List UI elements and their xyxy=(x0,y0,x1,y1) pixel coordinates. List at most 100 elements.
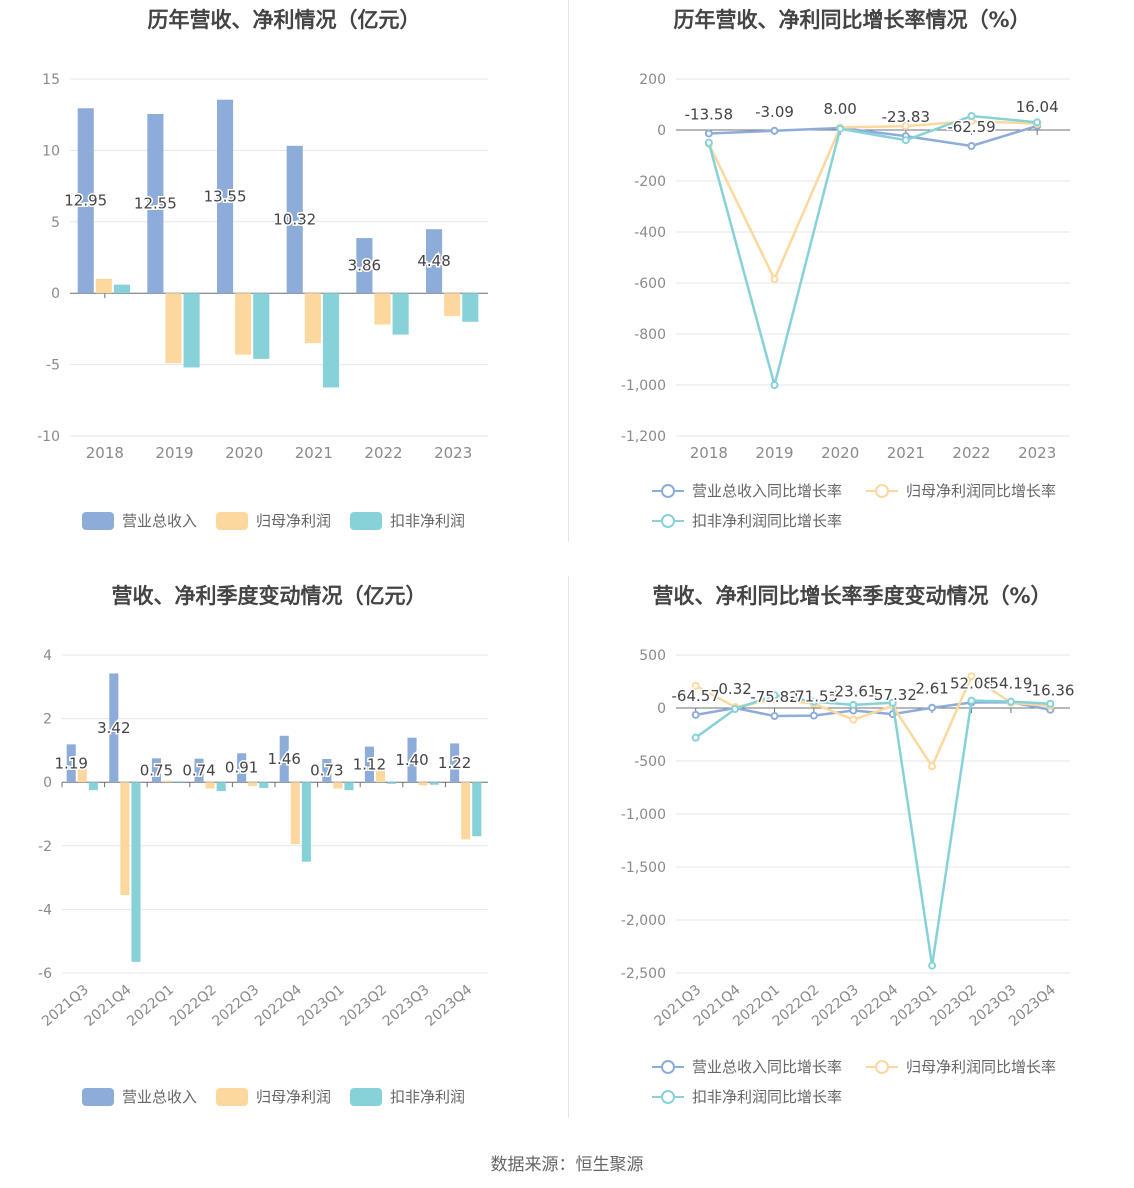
bar-net-profit xyxy=(165,293,182,364)
line-point xyxy=(770,712,779,721)
bar-net-profit xyxy=(333,782,343,789)
legend-label: 营业总收入同比增长率 xyxy=(692,1058,842,1076)
line-data-label: -23.83 xyxy=(882,108,930,126)
line-point xyxy=(888,698,897,707)
y-tick-label: -6 xyxy=(38,966,52,982)
x-tick-label: 2020 xyxy=(821,444,859,462)
x-tick-label: 2020 xyxy=(225,444,263,462)
y-tick-label: -600 xyxy=(634,276,666,292)
legend-label: 归母净利润同比增长率 xyxy=(906,482,1056,500)
quarterly-amount-chart: -6-4-20242021Q32021Q42022Q12022Q22022Q32… xyxy=(38,648,488,1106)
bar-deducted-profit xyxy=(392,293,409,335)
bar-deducted-profit xyxy=(253,293,270,359)
x-tick-label: 2023Q4 xyxy=(422,982,475,1030)
x-tick-label: 2023 xyxy=(434,444,472,462)
line-point xyxy=(770,126,779,135)
bar-data-label: 1.12 xyxy=(353,755,386,773)
y-tick-label: -1,000 xyxy=(621,807,666,823)
line-point xyxy=(967,111,976,120)
x-tick-label: 2019 xyxy=(755,444,793,462)
y-tick-label: -1,200 xyxy=(621,429,666,445)
annual-amount-chart: -10 -5 0 5 10 15 2018 2019 2020 2021 2022 2023 12.95… xyxy=(37,72,488,530)
line-series-deducted-profit-growth xyxy=(707,114,1038,390)
bar-data-label: 0.73 xyxy=(310,762,343,780)
bar-data-label: 1.19 xyxy=(55,754,88,772)
x-tick-label: 2022Q3 xyxy=(209,982,262,1030)
bar-revenue xyxy=(109,673,119,783)
bar-deducted-profit xyxy=(344,782,354,791)
legend-swatch xyxy=(216,1088,248,1106)
bar-revenue xyxy=(286,145,303,294)
x-tick-label: 2022Q2 xyxy=(167,982,220,1030)
bar-net-profit xyxy=(418,782,428,786)
bar-data-label: 0.74 xyxy=(182,761,215,779)
bar-data-label: 4.48 xyxy=(417,252,450,270)
legend-swatch xyxy=(216,512,248,530)
legend-label: 扣非净利润 xyxy=(390,512,465,530)
legend-item: 营业总收入 xyxy=(82,512,197,530)
bar-deducted-profit xyxy=(301,782,311,862)
bar-revenue xyxy=(425,229,443,294)
legend-label: 营业总收入 xyxy=(122,512,197,530)
y-tick-label: -200 xyxy=(634,174,666,190)
legend-item: 营业总收入同比增长率 xyxy=(652,482,842,500)
bar-deducted-profit xyxy=(387,782,397,784)
legend-item: 归母净利润 xyxy=(216,1088,331,1106)
bar-deducted-profit xyxy=(429,782,439,785)
y-tick-label: -800 xyxy=(634,327,666,343)
bar-revenue xyxy=(407,737,417,783)
x-tick-label: 2018 xyxy=(690,444,728,462)
y-tick-label: -500 xyxy=(634,754,666,770)
bar-deducted-profit xyxy=(322,293,340,388)
legend-label: 扣非净利润同比增长率 xyxy=(692,1088,842,1106)
x-tick-label: 2021Q4 xyxy=(82,982,135,1030)
bar-data-label: 1.22 xyxy=(438,754,471,772)
y-tick-label: 0 xyxy=(657,701,666,717)
bar-revenue xyxy=(66,744,76,783)
bar-revenue xyxy=(77,108,94,294)
bar-data-label: 3.42 xyxy=(97,719,130,737)
legend-item: 营业总收入同比增长率 xyxy=(652,1058,842,1076)
line-point xyxy=(691,733,700,742)
line-point xyxy=(770,381,779,389)
line-point xyxy=(1046,699,1055,708)
line-data-label: -3.09 xyxy=(755,103,794,121)
bar-net-profit xyxy=(304,293,321,344)
y-tick-label: -10 xyxy=(37,429,60,445)
x-tick-label: 2019 xyxy=(155,444,193,462)
bar-net-profit xyxy=(120,782,130,896)
legend-swatch xyxy=(350,1088,382,1106)
line-point xyxy=(836,124,845,133)
y-tick-label: 10 xyxy=(42,143,60,159)
line-point xyxy=(770,275,779,284)
bar-data-label: 1.40 xyxy=(395,751,428,769)
bar-revenue xyxy=(322,758,332,783)
line-data-label: -57.32 xyxy=(869,686,917,704)
bar-deducted-profit xyxy=(88,782,98,791)
bar-net-profit xyxy=(205,782,215,789)
x-tick-label: 2022Q4 xyxy=(252,982,305,1030)
bar-deducted-profit xyxy=(462,293,479,322)
legend-label: 营业总收入 xyxy=(122,1088,197,1106)
line-data-label: -75.82 xyxy=(750,688,798,706)
y-tick-label: 4 xyxy=(43,648,52,664)
line-point xyxy=(691,710,700,719)
bar-revenue xyxy=(237,753,247,783)
bar-data-label: 12.95 xyxy=(64,192,107,210)
line-point xyxy=(901,136,910,145)
line-point xyxy=(1006,697,1015,706)
line-data-label: 8.00 xyxy=(823,100,856,118)
y-tick-label: 500 xyxy=(639,648,666,664)
line-point xyxy=(967,141,976,150)
bar-deducted-profit xyxy=(216,782,226,792)
x-tick-label: 2022Q1 xyxy=(124,982,177,1030)
bar-data-label: 0.75 xyxy=(140,761,173,779)
bar-net-profit xyxy=(248,782,258,787)
x-tick-label: 2021 xyxy=(295,444,333,462)
chart-title: 历年营收、净利情况（亿元） xyxy=(147,8,421,32)
legend-label: 归母净利润 xyxy=(256,1088,331,1106)
panel-divider-bottom xyxy=(568,576,569,1118)
legend-item: 扣非净利润同比增长率 xyxy=(652,1088,842,1106)
legend-swatch xyxy=(82,512,114,530)
line-data-label: 16.04 xyxy=(1016,98,1059,116)
